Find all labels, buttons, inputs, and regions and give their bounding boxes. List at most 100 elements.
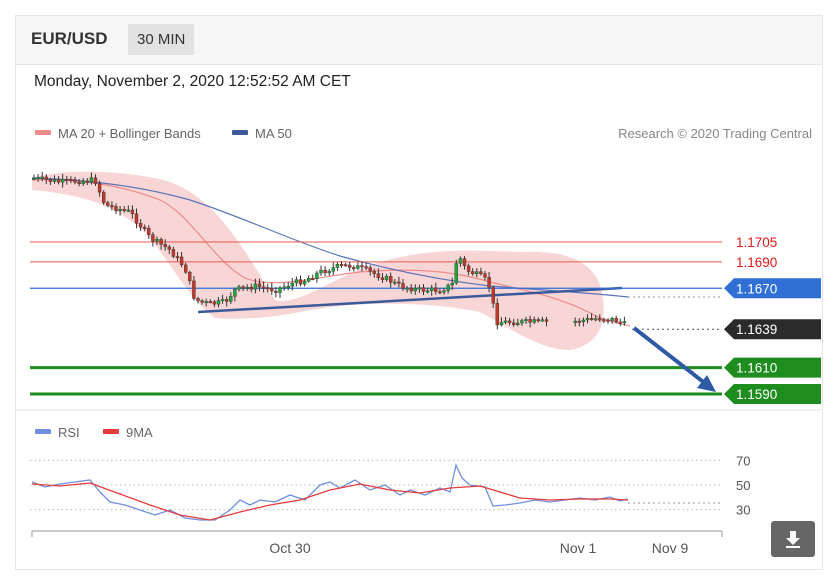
candle-body xyxy=(36,177,40,180)
candle-body xyxy=(479,271,483,274)
candle-body xyxy=(85,180,90,183)
candle-body xyxy=(544,319,549,322)
candle-body xyxy=(245,286,249,289)
candle-body xyxy=(450,282,454,286)
candle-body xyxy=(483,273,487,278)
candle-body xyxy=(343,264,348,267)
candle-body xyxy=(454,263,458,284)
candle-body xyxy=(622,321,627,324)
candle-body xyxy=(446,284,450,291)
candle-body xyxy=(475,271,479,275)
candle-body xyxy=(458,258,463,264)
candle-body xyxy=(512,322,516,325)
candle-body xyxy=(401,283,405,289)
candle-body xyxy=(540,319,545,322)
candle-body xyxy=(307,277,311,282)
candle-body xyxy=(61,178,65,183)
price-tag xyxy=(724,319,821,340)
candle-body xyxy=(438,291,442,294)
rsi-legend-swatch xyxy=(35,429,51,434)
candle-body xyxy=(290,282,294,287)
candle-body xyxy=(487,277,491,288)
candle-body xyxy=(298,279,303,285)
candle-body xyxy=(253,283,258,290)
candle-body xyxy=(216,300,221,305)
x-tick-label: Nov 9 xyxy=(652,540,689,556)
ma9-legend-swatch xyxy=(103,429,119,434)
candle-body xyxy=(376,273,381,278)
rsi-tick-label: 50 xyxy=(736,478,750,493)
bollinger-band xyxy=(32,171,604,350)
candle-body xyxy=(134,213,139,224)
candle-body xyxy=(421,287,426,292)
candle-body xyxy=(101,191,106,203)
rsi-panel: 70 50 30 xyxy=(30,453,750,521)
rsi-tick-label: 30 xyxy=(736,503,750,518)
candle-body xyxy=(397,281,401,284)
candle-body xyxy=(315,272,319,279)
candle-body xyxy=(364,266,368,269)
ma50-legend-swatch xyxy=(232,130,248,135)
candle-body xyxy=(167,246,172,250)
candle-body xyxy=(159,239,163,245)
candle-body xyxy=(462,258,467,267)
candle-body xyxy=(40,176,44,179)
timeframe-button[interactable]: 30 MIN xyxy=(128,24,195,55)
candle-body xyxy=(282,286,286,289)
candle-body xyxy=(192,280,196,299)
candle-body xyxy=(257,283,262,288)
candle-body xyxy=(331,267,335,272)
candle-body xyxy=(430,287,434,291)
candle-body xyxy=(610,318,614,321)
candle-body xyxy=(384,276,389,280)
candle-body xyxy=(577,320,581,323)
candle-body xyxy=(507,320,512,323)
candle-body xyxy=(73,179,77,183)
candle-body xyxy=(142,227,147,229)
candles xyxy=(32,171,627,330)
candle-body xyxy=(266,287,270,290)
chart-timestamp: Monday, November 2, 2020 12:52:52 AM CET xyxy=(34,73,351,90)
candle-body xyxy=(413,287,417,292)
candle-body xyxy=(196,298,200,301)
candle-body xyxy=(270,287,274,292)
candle-body xyxy=(249,286,254,290)
candle-body xyxy=(409,287,413,292)
candle-body xyxy=(368,267,372,272)
price-tag xyxy=(724,278,821,299)
forecast-arrow-shaft xyxy=(632,326,708,386)
candle-body xyxy=(348,264,352,268)
support-trendline xyxy=(197,286,623,314)
candle-body xyxy=(532,319,536,323)
candle-body xyxy=(48,179,53,182)
candle-body xyxy=(471,271,475,275)
resistance-label: 1.1690 xyxy=(736,255,777,270)
price-tag xyxy=(724,384,821,405)
candle-body xyxy=(93,177,98,184)
candle-body xyxy=(175,256,180,259)
candle-body xyxy=(138,223,143,228)
download-button[interactable] xyxy=(771,521,815,557)
candle-body xyxy=(155,239,159,242)
candle-body xyxy=(389,276,393,283)
candle-body xyxy=(360,265,364,268)
resistance-label: 1.1705 xyxy=(736,235,777,250)
candle-body xyxy=(581,319,586,322)
candle-body xyxy=(528,319,532,323)
candle-body xyxy=(212,301,217,305)
candle-body xyxy=(339,264,344,266)
candle-body xyxy=(44,176,48,180)
candle-body xyxy=(126,209,131,212)
x-tick-label: Oct 30 xyxy=(269,540,310,556)
candle-body xyxy=(278,287,282,293)
candle-body xyxy=(171,249,176,257)
candle-body xyxy=(425,290,430,293)
candle-body xyxy=(130,209,135,214)
candle-body xyxy=(224,299,229,302)
candle-body xyxy=(200,300,204,303)
candle-body xyxy=(241,286,245,289)
candle-body xyxy=(89,177,94,183)
candle-body xyxy=(32,178,36,180)
candle-body xyxy=(393,281,397,284)
